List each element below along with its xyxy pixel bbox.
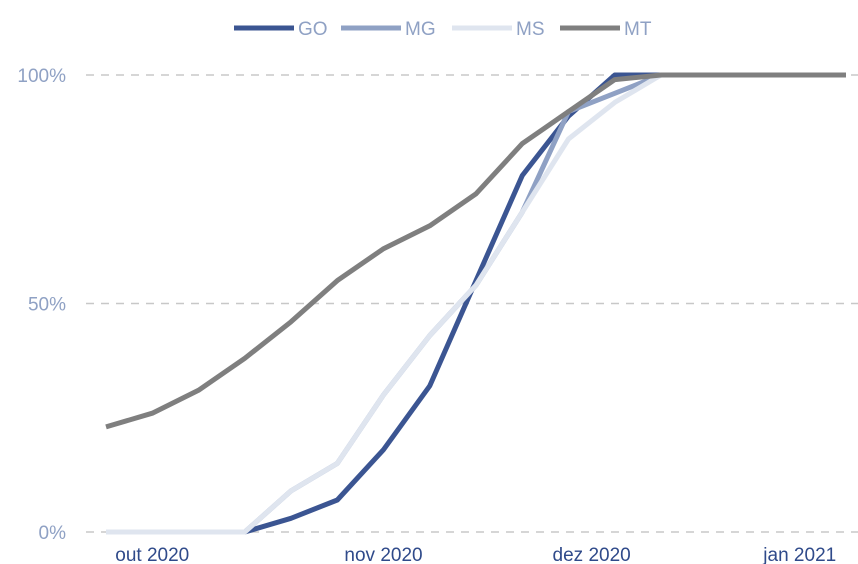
y-tick-label: 100% [17,66,66,87]
series-lines [105,72,846,535]
y-axis-tick-labels: 100% 50% 0% [17,66,66,544]
x-tick-label: jan 2021 [762,545,836,564]
y-tick-label: 50% [28,295,66,316]
legend-label: GO [298,19,328,40]
legend-item-ms[interactable]: MS [452,19,545,40]
legend-label: MT [624,19,652,40]
legend-item-mg[interactable]: MG [341,19,436,40]
legend[interactable]: GO MG MS MT [234,19,652,40]
x-tick-label: dez 2020 [553,545,631,564]
x-tick-label: out 2020 [115,545,189,564]
x-axis-tick-labels: out 2020 nov 2020 dez 2020 jan 2021 [115,545,836,564]
legend-label: MG [405,19,436,40]
series-line-mt [105,72,846,430]
gridlines [86,74,858,533]
legend-item-mt[interactable]: MT [560,19,652,40]
legend-label: MS [516,19,545,40]
legend-item-go[interactable]: GO [234,19,328,40]
x-tick-label: nov 2020 [344,545,422,564]
y-tick-label: 0% [39,523,67,544]
